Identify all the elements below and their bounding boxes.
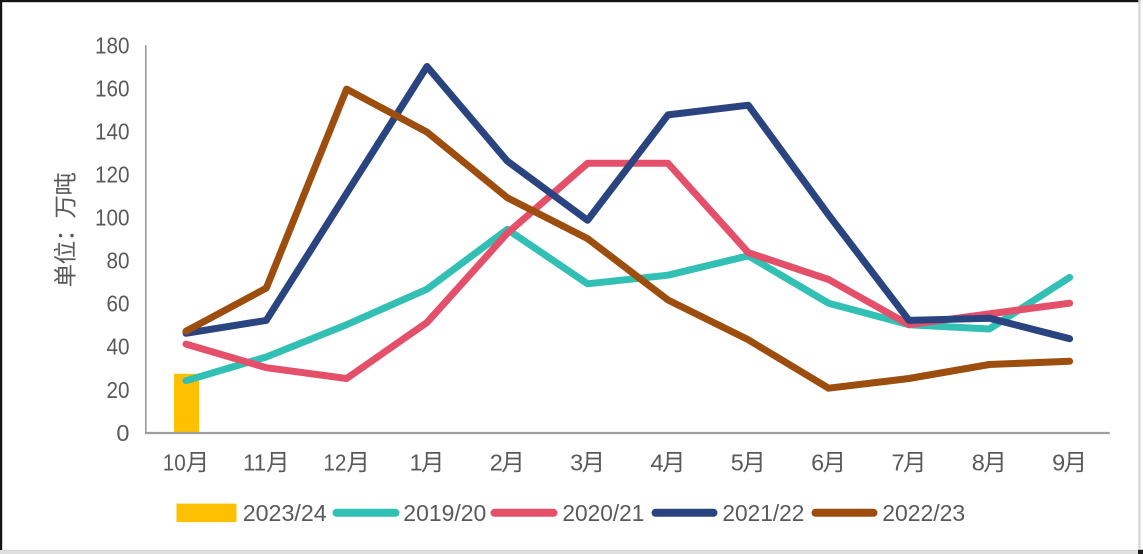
svg-text:180: 180: [95, 32, 130, 58]
svg-text:1: 1: [410, 450, 423, 476]
svg-text:120: 120: [95, 162, 130, 188]
svg-text:2: 2: [490, 450, 503, 476]
svg-text:140: 140: [95, 119, 130, 145]
svg-text:7: 7: [892, 450, 905, 476]
svg-text:100: 100: [95, 205, 130, 231]
svg-text:2022/23: 2022/23: [882, 500, 965, 526]
svg-text:4: 4: [651, 450, 664, 476]
svg-text:9: 9: [1052, 450, 1065, 476]
svg-text:10: 10: [163, 450, 186, 476]
svg-text:2023/24: 2023/24: [243, 500, 327, 526]
svg-text:0: 0: [116, 420, 129, 446]
svg-text:160: 160: [95, 76, 130, 102]
svg-text:5: 5: [731, 450, 744, 476]
svg-text:12: 12: [323, 450, 346, 476]
svg-text:2021/22: 2021/22: [722, 500, 804, 526]
svg-text:6: 6: [811, 450, 824, 476]
svg-text:11: 11: [243, 450, 266, 476]
svg-text:2020/21: 2020/21: [562, 500, 644, 526]
svg-text:80: 80: [107, 248, 130, 274]
svg-text:20: 20: [107, 377, 130, 403]
svg-text:3: 3: [570, 450, 583, 476]
svg-text:40: 40: [107, 334, 130, 360]
svg-text:8: 8: [972, 450, 985, 476]
svg-text:2019/20: 2019/20: [403, 500, 486, 526]
svg-text:60: 60: [107, 291, 130, 317]
